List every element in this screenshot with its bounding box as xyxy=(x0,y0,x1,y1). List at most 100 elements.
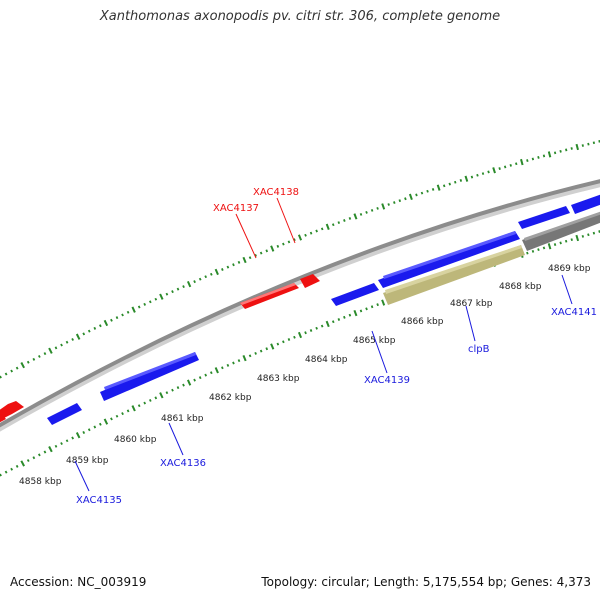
outer-tick-mark xyxy=(331,223,335,227)
inner-tick-mark xyxy=(131,405,136,412)
scale-label: 4868 kbp xyxy=(499,282,542,292)
outer-tick-mark xyxy=(387,203,390,206)
outer-tick-mark xyxy=(126,310,130,314)
inner-tick-mark xyxy=(115,414,119,418)
inner-tick-mark xyxy=(587,233,590,237)
outer-tick-mark xyxy=(15,366,19,370)
inner-tick-mark xyxy=(60,442,63,446)
gene-clpb-arrow[interactable] xyxy=(383,245,525,305)
gene-xac4139-arrow[interactable] xyxy=(331,283,379,306)
inner-tick-mark xyxy=(259,349,263,353)
outer-tick-mark xyxy=(265,249,269,253)
outer-tick-mark xyxy=(237,260,241,264)
gene-xac4136-arrow[interactable] xyxy=(100,352,199,401)
inner-tick-mark xyxy=(176,386,180,390)
inner-tick-mark xyxy=(137,404,141,408)
inner-tick-mark xyxy=(376,303,379,307)
gene-xac4137-arrow[interactable] xyxy=(240,283,299,309)
gene-label-xac4135[interactable]: XAC4135 xyxy=(76,495,122,506)
gene-label-xac4137[interactable]: XAC4137 xyxy=(213,203,259,214)
outer-tick-mark xyxy=(209,272,213,276)
outer-tick-mark xyxy=(442,184,446,188)
outer-tick-mark xyxy=(20,362,25,369)
inner-tick-mark xyxy=(209,371,213,375)
inner-tick-mark xyxy=(287,338,291,341)
outer-tick-mark xyxy=(487,170,490,174)
gene-label-xac4136[interactable]: XAC4136 xyxy=(160,458,206,469)
outer-tick-mark xyxy=(143,302,147,306)
label-leaders xyxy=(74,197,573,492)
outer-tick-mark xyxy=(198,277,202,281)
scale-label: 4859 kbp xyxy=(66,456,109,466)
inner-tick-mark xyxy=(121,412,124,416)
inner-tick-mark xyxy=(297,331,303,339)
inner-tick-mark xyxy=(325,320,330,328)
scale-label: 4864 kbp xyxy=(305,355,348,365)
gene-xac4141-arrow[interactable] xyxy=(522,211,600,251)
inner-tick-mark xyxy=(126,409,130,413)
inner-tick-mark xyxy=(154,396,158,400)
inner-tick-mark xyxy=(293,335,296,339)
forward-strand-genes xyxy=(0,274,320,425)
outer-tick-mark xyxy=(182,285,185,289)
outer-tick-mark xyxy=(176,287,180,291)
gene-xac4139b-arrow[interactable] xyxy=(378,231,520,288)
outer-tick-mark xyxy=(408,193,413,201)
outer-tick-mark xyxy=(60,343,63,347)
inner-tick-mark xyxy=(343,315,346,319)
inner-tick-mark xyxy=(0,473,2,477)
outer-tick-mark xyxy=(171,290,174,294)
outer-tick-mark xyxy=(393,201,396,204)
outer-tick-mark xyxy=(359,212,363,216)
outer-tick-mark xyxy=(32,357,36,361)
outer-tick-mark xyxy=(431,188,435,191)
outer-tick-mark xyxy=(470,175,474,179)
topology-summary: Topology: circular; Length: 5,175,554 bp… xyxy=(261,575,591,589)
inner-tick-mark xyxy=(20,460,25,467)
gene-xac4135-arrow[interactable] xyxy=(47,403,82,425)
gene-label-xac4138[interactable]: XAC4138 xyxy=(253,187,299,198)
inner-tick-mark xyxy=(15,464,19,468)
gene-offscreen-left-arrow[interactable] xyxy=(0,401,24,420)
gene-xac4138-arrow[interactable] xyxy=(300,274,320,288)
outer-tick-mark xyxy=(214,268,219,276)
gene-offscreen-left-arrow-2[interactable] xyxy=(0,414,6,425)
gene-label-clpb[interactable]: clpB xyxy=(468,344,490,355)
inner-tick-mark xyxy=(48,446,53,453)
outer-tick-mark xyxy=(515,162,518,166)
outer-tick-mark xyxy=(43,352,47,356)
genome-title: Xanthomonas axonopodis pv. citri str. 30… xyxy=(99,9,501,24)
inner-tick-mark xyxy=(237,359,241,363)
outer-tick-mark xyxy=(282,242,285,246)
inner-tick-mark xyxy=(276,342,280,346)
inner-tick-mark xyxy=(143,401,147,405)
gene-label-xac4141[interactable]: XAC4141 xyxy=(551,307,597,318)
outer-tick-mark xyxy=(492,167,496,174)
inner-tick-mark xyxy=(592,231,596,235)
outer-tick-mark xyxy=(186,281,192,288)
outer-tick-mark xyxy=(420,191,424,195)
inner-tick-mark xyxy=(103,418,109,425)
gene-label-xac4139[interactable]: XAC4139 xyxy=(364,375,410,386)
inner-tick-mark xyxy=(254,351,257,355)
gene-xac4140-arrow[interactable] xyxy=(518,206,570,229)
outer-tick-mark xyxy=(115,316,119,320)
inner-tick-mark xyxy=(309,329,313,332)
inner-tick-mark xyxy=(171,388,174,392)
scale-label: 4866 kbp xyxy=(401,317,444,327)
scale-label: 4861 kbp xyxy=(161,414,204,424)
gene-xac4142-arrow[interactable] xyxy=(571,193,600,214)
outer-tick-mark xyxy=(320,227,324,231)
outer-tick-mark xyxy=(159,293,164,300)
inner-tick-mark xyxy=(553,243,557,246)
inner-tick-mark xyxy=(526,251,529,255)
outer-tick-mark xyxy=(242,256,247,264)
inner-tick-mark xyxy=(242,355,247,362)
inner-tick-mark xyxy=(359,309,363,313)
outer-tick-mark xyxy=(293,238,296,242)
outer-tick-mark xyxy=(26,360,30,364)
outer-tick-mark xyxy=(110,318,113,322)
inner-tick-mark xyxy=(10,467,13,471)
outer-tick-mark xyxy=(38,354,41,358)
leader-xac4139 xyxy=(371,330,388,374)
